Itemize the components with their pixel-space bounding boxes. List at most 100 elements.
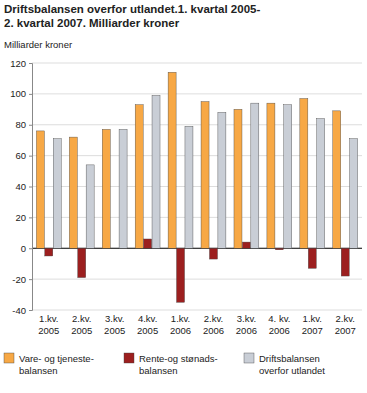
x-tick: 3.kv.2005 — [104, 310, 125, 336]
bar — [86, 165, 94, 248]
y-tick: -20 — [12, 274, 32, 285]
grid-line — [32, 186, 362, 187]
bars — [36, 72, 357, 302]
bar — [242, 242, 250, 248]
bar — [53, 139, 61, 249]
grid-line — [32, 63, 362, 64]
bar — [333, 111, 341, 248]
y-tick-label: 20 — [15, 212, 26, 223]
bar — [300, 99, 308, 249]
bar — [168, 72, 176, 248]
grid-line — [32, 93, 362, 94]
bar — [36, 131, 44, 248]
bar — [209, 248, 217, 259]
bar — [218, 112, 226, 248]
legend-item: Vare- og tjeneste-balansen — [4, 353, 94, 376]
y-tick-mark — [29, 217, 32, 218]
legend-item: Driftsbalansenoverfor utlandet — [244, 353, 325, 376]
bar — [135, 105, 143, 249]
y-axis: -40 -20 0 20 40 60 80 100 120 — [10, 58, 32, 316]
x-tick: 1.kv.2005 — [38, 310, 59, 336]
legend-swatch — [4, 353, 14, 363]
grid-line — [32, 155, 362, 156]
grid-line — [32, 124, 362, 125]
bar — [308, 248, 316, 268]
bar — [119, 129, 127, 248]
y-axis-line — [29, 64, 33, 311]
bar — [185, 126, 193, 248]
title: Driftsbalansen overfor utlandet.1. kvart… — [4, 3, 260, 29]
bar — [144, 239, 152, 248]
y-tick: 0 — [21, 243, 32, 254]
legend: Vare- og tjeneste-balansen Rente-og støna… — [4, 353, 325, 376]
bar — [69, 137, 77, 248]
x-tick-label: 3.kv.2005 — [104, 313, 125, 336]
x-tick-label: 2.kv.2007 — [335, 313, 356, 336]
bar — [102, 129, 110, 248]
x-tick: 1.kv.2007 — [302, 310, 323, 336]
y-tick-label: 100 — [10, 88, 26, 99]
x-tick: 4. kv.2006 — [268, 310, 290, 336]
y-tick: 40 — [15, 181, 32, 192]
bar — [111, 248, 119, 249]
x-tick-label: 1.kv.2007 — [302, 313, 323, 336]
bar — [251, 103, 259, 248]
x-axis: 1.kv.2005 2.kv.2005 3.kv.2005 4.kv.2005 1.kv… — [38, 310, 356, 336]
x-tick-label: 1.kv.2006 — [170, 313, 191, 336]
bar — [350, 139, 358, 249]
x-tick: 2.kv.2005 — [71, 310, 92, 336]
bar — [234, 109, 242, 248]
y-tick-mark — [29, 279, 32, 280]
y-tick-label: 80 — [15, 119, 26, 130]
y-tick-mark — [29, 187, 32, 188]
y-tick: 100 — [10, 88, 32, 99]
x-tick: 4.kv.2005 — [137, 310, 158, 336]
y-tick-label: 40 — [15, 181, 26, 192]
legend-label: Vare- og tjeneste-balansen — [19, 353, 94, 376]
y-axis-title: Milliarder kroner — [4, 39, 72, 50]
bar — [284, 105, 292, 249]
x-tick-label: 4.kv.2005 — [137, 313, 158, 336]
x-tick-label: 3.kv.2006 — [236, 313, 257, 336]
y-tick: 20 — [15, 212, 32, 223]
bar — [275, 248, 283, 250]
y-tick-mark — [29, 94, 32, 95]
legend-item: Rente-og stønads-balansen — [124, 353, 218, 376]
x-tick: 3.kv.2006 — [236, 310, 257, 336]
x-tick-label: 4. kv.2006 — [268, 313, 290, 336]
x-tick-label: 2.kv.2005 — [71, 313, 92, 336]
bar — [201, 102, 209, 249]
grid — [32, 63, 362, 310]
grid-line — [32, 217, 362, 218]
y-tick-mark — [29, 63, 32, 64]
y-tick: 80 — [15, 119, 32, 130]
legend-label: Rente-og stønads-balansen — [139, 353, 218, 376]
bar — [152, 95, 160, 248]
y-tick-label: -40 — [12, 305, 26, 316]
bar — [267, 103, 275, 248]
y-tick: -40 — [12, 305, 32, 316]
legend-swatch — [124, 353, 134, 363]
y-tick-label: 0 — [21, 243, 26, 254]
y-tick-label: 60 — [15, 150, 26, 161]
bar — [317, 119, 325, 249]
y-tick-label: 120 — [10, 58, 26, 69]
y-tick-mark — [29, 156, 32, 157]
y-tick-label: -20 — [12, 274, 26, 285]
bar — [78, 248, 86, 277]
x-tick-label: 2.kv.2006 — [203, 313, 224, 336]
y-tick: 120 — [10, 58, 32, 69]
bar — [45, 248, 53, 256]
legend-label: Driftsbalansenoverfor utlandet — [259, 353, 325, 376]
x-tick: 1.kv.2006 — [170, 310, 191, 336]
grid-line — [32, 310, 362, 311]
bar — [341, 248, 349, 276]
x-tick: 2.kv.2007 — [335, 310, 356, 336]
grid-line — [32, 279, 362, 280]
x-tick-label: 1.kv.2005 — [38, 313, 59, 336]
y-tick-mark — [29, 310, 32, 311]
y-tick-mark — [29, 248, 32, 249]
x-tick: 2.kv.2006 — [203, 310, 224, 336]
y-tick-mark — [29, 125, 32, 126]
bar — [177, 248, 185, 302]
